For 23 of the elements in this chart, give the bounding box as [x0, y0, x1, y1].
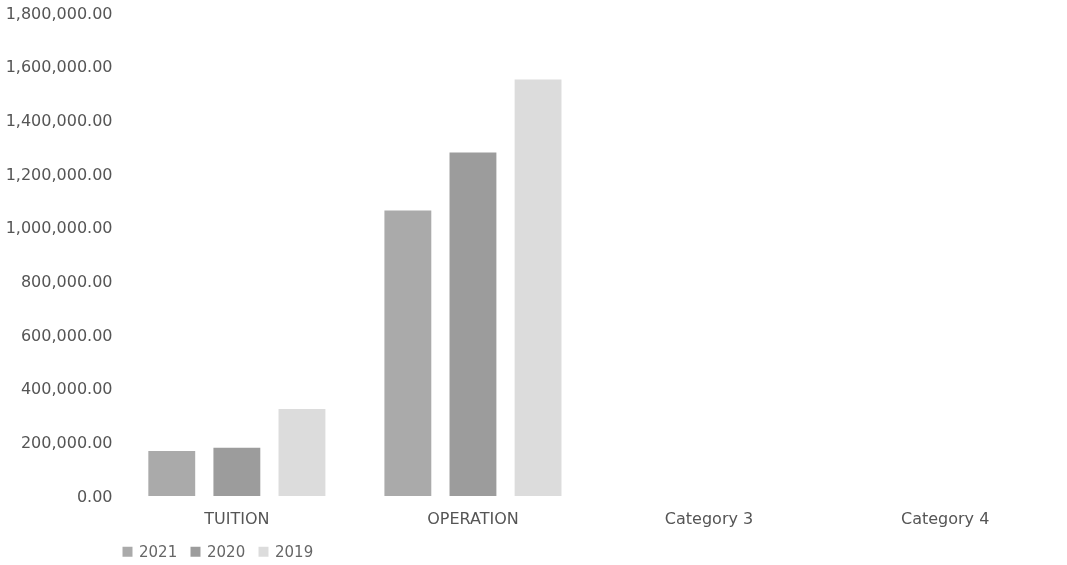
bar [278, 409, 326, 496]
legend-label: 2020 [207, 542, 246, 561]
x-tick-label: OPERATION [427, 508, 519, 528]
bar [213, 447, 261, 496]
y-tick-label: 400,000.00 [20, 379, 113, 399]
bar [148, 450, 196, 496]
y-tick-label: 600,000.00 [20, 325, 113, 345]
y-tick-label: 1,400,000.00 [5, 110, 113, 130]
legend-label: 2019 [275, 542, 314, 561]
bar [449, 152, 497, 496]
y-tick-label: 0.00 [76, 486, 113, 506]
x-tick-label: TUITION [203, 508, 270, 528]
x-tick-label: Category 4 [900, 508, 990, 528]
y-tick-label: 1,800,000.00 [5, 3, 113, 23]
y-tick-label: 1,000,000.00 [5, 218, 113, 238]
y-tick-label: 800,000.00 [20, 271, 113, 291]
y-tick-label: 1,600,000.00 [5, 57, 113, 77]
legend-label: 2021 [139, 542, 178, 561]
bar [514, 79, 562, 496]
x-tick-label: Category 3 [664, 508, 754, 528]
y-tick-label: 200,000.00 [20, 432, 113, 452]
y-tick-label: 1,200,000.00 [5, 164, 113, 184]
bar [384, 210, 432, 496]
